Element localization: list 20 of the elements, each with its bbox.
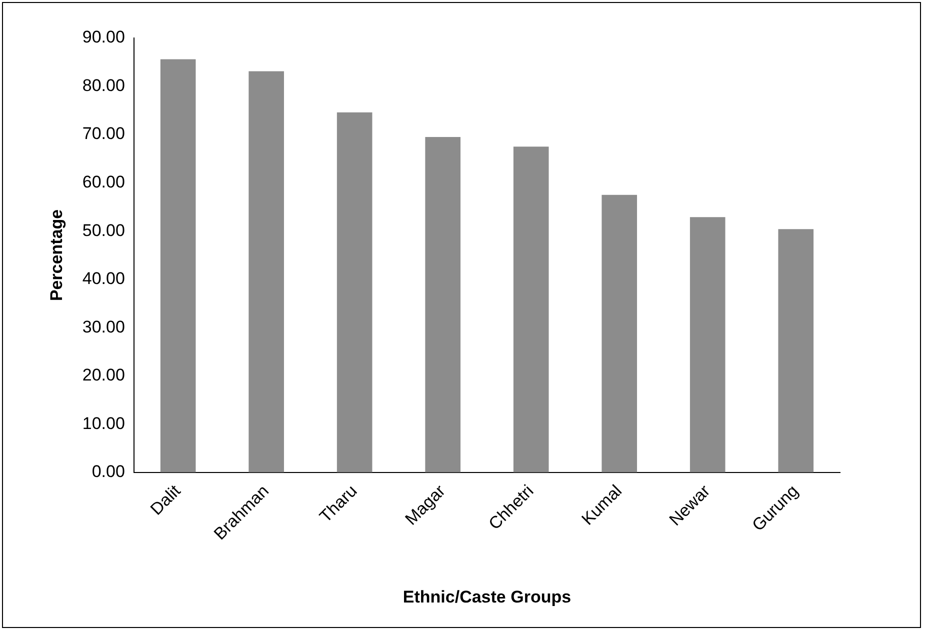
bar — [336, 112, 372, 472]
y-tick-label: 60.00 — [82, 172, 125, 192]
y-tick-label: 30.00 — [82, 317, 125, 336]
bar — [425, 136, 460, 472]
bar — [602, 194, 638, 472]
y-tick-label: 50.00 — [82, 220, 125, 240]
y-axis-title: Percentage — [46, 209, 66, 302]
y-tick-label: 70.00 — [82, 124, 125, 144]
x-axis-title: Ethnic/Caste Groups — [402, 587, 572, 606]
y-tick-label: 10.00 — [82, 414, 125, 433]
bar — [690, 217, 726, 472]
y-tick-label: 20.00 — [82, 366, 125, 385]
y-tick-label: 40.00 — [82, 269, 125, 288]
y-tick-label: 80.00 — [82, 76, 125, 95]
bar — [778, 229, 814, 472]
bar — [160, 59, 196, 472]
y-tick-label: 0.00 — [92, 462, 125, 482]
bar — [248, 71, 284, 472]
bar — [513, 146, 549, 472]
y-tick-label: 90.00 — [82, 28, 125, 47]
